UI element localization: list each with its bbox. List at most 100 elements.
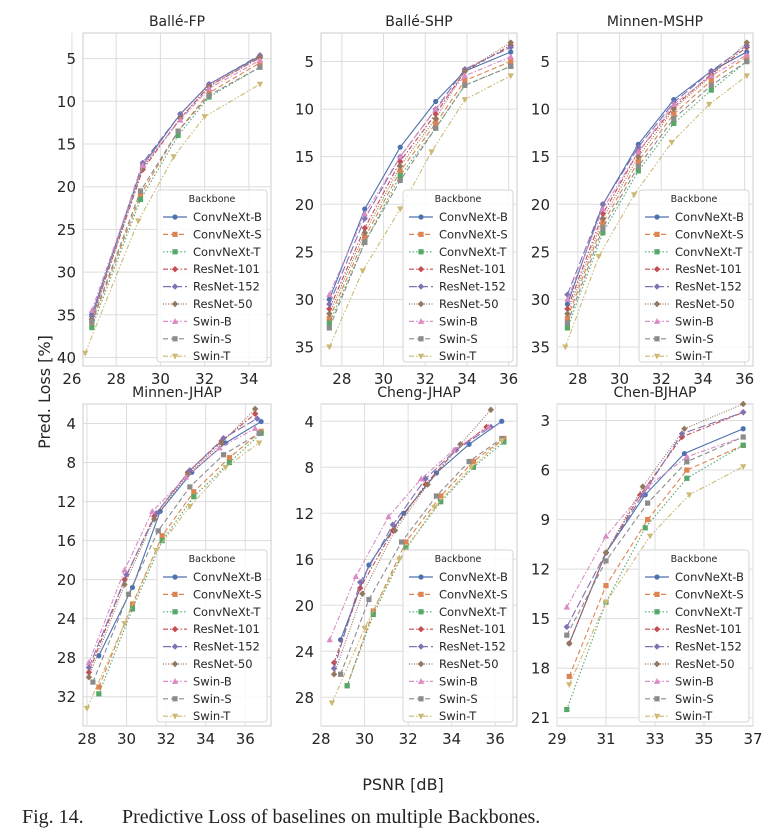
data-point [740,426,746,432]
data-point [740,400,747,408]
data-point [508,58,514,65]
data-point [708,87,714,93]
data-point [326,305,333,313]
legend-label: Swin-B [675,314,714,328]
legend-entry: ResNet-50 [163,297,253,311]
legend-label: ConvNeXt-S [675,227,744,241]
y-tick-label: 9 [540,511,550,529]
data-point [177,116,184,123]
legend-entry: ConvNeXt-T [163,605,261,619]
legend-label: Swin-B [675,674,714,688]
data-point [599,205,607,212]
data-point [706,101,713,108]
data-point [671,116,677,122]
data-point [397,144,403,150]
legend-label: ResNet-101 [193,262,260,276]
legend-label: Swin-T [193,709,231,723]
data-point [159,533,165,539]
data-point [645,516,651,523]
data-point [431,505,438,511]
legend-entry: ResNet-101 [409,262,506,276]
legend-marker [654,574,660,580]
data-point [344,683,350,689]
data-point [566,682,573,689]
data-point [671,111,677,117]
data-point [708,82,714,88]
x-tick-label: 36 [499,370,518,388]
data-point [326,291,333,298]
series-line [564,75,748,348]
legend-entry: ConvNeXt-B [409,210,508,224]
legend-marker [654,214,660,220]
data-point [599,210,607,217]
x-tick-label: 28 [107,370,126,388]
legend-title: Backbone [189,194,236,205]
legend-label: ResNet-152 [675,640,742,654]
legend-marker [654,231,660,237]
data-point [635,168,641,174]
data-point [125,591,132,597]
data-point [595,254,602,260]
data-point [564,632,570,638]
legend-marker [172,591,178,597]
legend-marker [417,643,425,650]
data-point [564,315,571,322]
x-tick-label: 37 [743,730,762,748]
series-line [328,65,511,329]
legend-marker [654,336,660,342]
data-point [422,475,429,482]
data-point [153,510,160,517]
data-point [251,425,259,431]
data-point [508,63,514,69]
data-point [191,494,197,500]
data-point [630,192,638,199]
data-point [85,674,93,681]
data-point [330,665,338,672]
legend-marker [654,696,660,702]
data-point [182,473,190,480]
legend-label: ConvNeXt-S [675,587,744,601]
data-point [740,442,746,448]
series-resnet-50 [326,39,514,317]
data-point [187,484,193,490]
data-point [256,57,264,63]
series-line [329,426,490,641]
legend-label: ResNet-101 [675,262,742,276]
data-point [370,611,376,618]
x-tick-label: 32 [157,730,176,748]
x-tick-label: 34 [442,730,461,748]
y-tick-label: 12 [57,493,76,511]
data-point [564,305,571,313]
data-point [258,418,264,425]
panel-ball-fp: 26 28 30 32 34 5 10 15 20 25 30 35 40 Ballé-FP Backbon… [57,14,272,388]
data-point [257,64,263,70]
legend-entry: ResNet-101 [645,262,742,276]
legend-label: Swin-S [193,692,232,706]
x-tick-label: 32 [652,370,671,388]
data-point [740,409,747,416]
y-tick-label: 20 [295,196,314,214]
series-line [566,51,747,305]
data-point [681,425,688,432]
y-tick-label: 20 [57,571,76,589]
x-tick-label: 30 [355,730,374,748]
data-point [635,163,641,169]
legend-entry: ResNet-50 [645,657,735,671]
data-point [635,148,642,155]
series-line [328,56,511,295]
legend-entry: ResNet-152 [163,640,260,654]
legend-label: Swin-S [675,692,714,706]
x-axis-label: PSNR [dB] [362,775,444,794]
y-tick-label: 4 [66,415,76,433]
legend-entry: ConvNeXt-S [163,227,262,241]
data-point [137,196,144,203]
legend-marker [171,318,179,324]
legend-label: ConvNeXt-T [193,605,261,619]
y-tick-label: 30 [295,291,314,309]
y-tick-label: 28 [57,649,76,667]
legend-marker [653,266,661,273]
legend-box [638,189,750,363]
data-point [743,73,750,80]
legend-marker [653,626,661,633]
x-tick-label: 33 [645,730,664,748]
